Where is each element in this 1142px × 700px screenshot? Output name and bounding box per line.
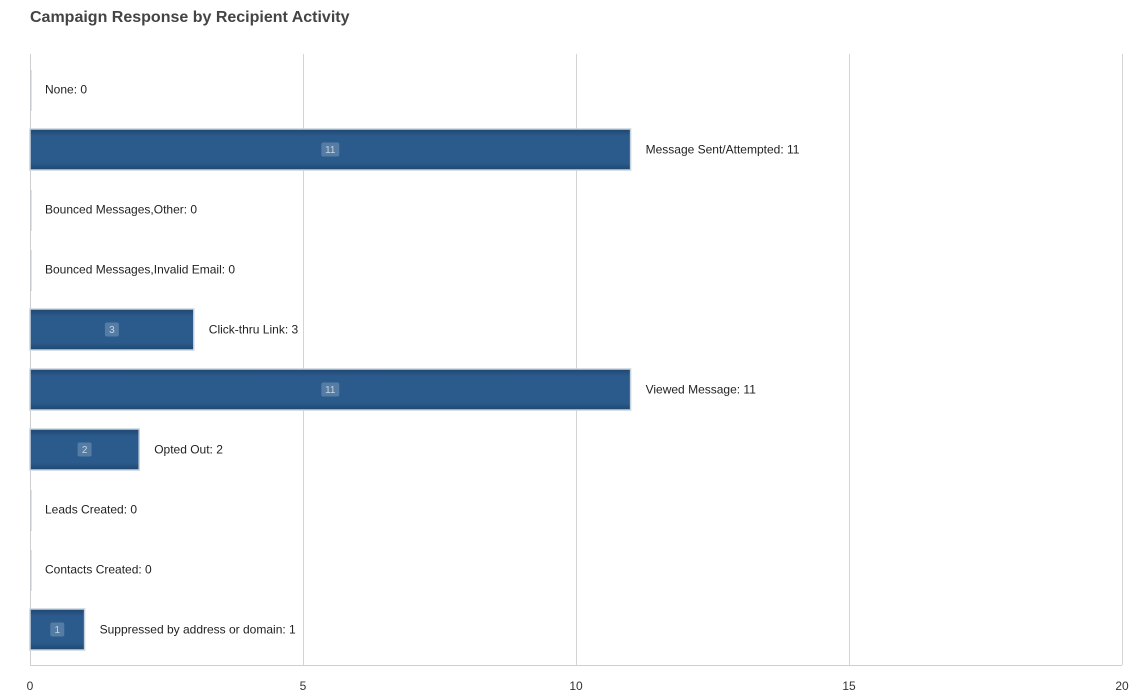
bar-value-badge-6: [77, 442, 92, 457]
category-labels: None: 0 Message Sent/Attempted: 11 Bounced…: [45, 83, 800, 637]
x-tick-label-20: 20: [1115, 679, 1129, 693]
x-axis-ticks: 0 5 10 15 20: [27, 679, 1129, 693]
category-label-7: Leads Created: 0: [45, 503, 137, 517]
x-tick-label-15: 15: [842, 679, 856, 693]
category-label-2: Bounced Messages,Other: 0: [45, 203, 197, 217]
category-label-0: None: 0: [45, 83, 87, 97]
category-label-8: Contacts Created: 0: [45, 563, 152, 577]
bar-value-badge-9: [50, 622, 65, 637]
bar-value-badge-4: [104, 322, 119, 337]
x-tick-label-5: 5: [300, 679, 307, 693]
bar-value-badge-5: [321, 382, 340, 397]
chart-title: Campaign Response by Recipient Activity: [30, 9, 350, 26]
bar-value-label-6: 2: [82, 445, 88, 456]
category-label-1: Message Sent/Attempted: 11: [646, 143, 800, 157]
bar-value-label-9: 1: [55, 625, 61, 636]
category-label-5: Viewed Message: 11: [646, 383, 757, 397]
category-label-3: Bounced Messages,Invalid Email: 0: [45, 263, 235, 277]
x-tick-label-10: 10: [569, 679, 583, 693]
bar-value-label-4: 3: [109, 325, 115, 336]
x-tick-label-0: 0: [27, 679, 34, 693]
category-label-9: Suppressed by address or domain: 1: [100, 623, 296, 637]
category-label-4: Click-thru Link: 3: [209, 323, 299, 337]
bars: 11 3 11 2 1: [29, 70, 632, 651]
bar-value-badge-1: [321, 142, 340, 157]
bar-value-label-5: 11: [325, 385, 336, 396]
bar-value-label-1: 11: [325, 145, 336, 156]
category-label-6: Opted Out: 2: [154, 443, 223, 457]
